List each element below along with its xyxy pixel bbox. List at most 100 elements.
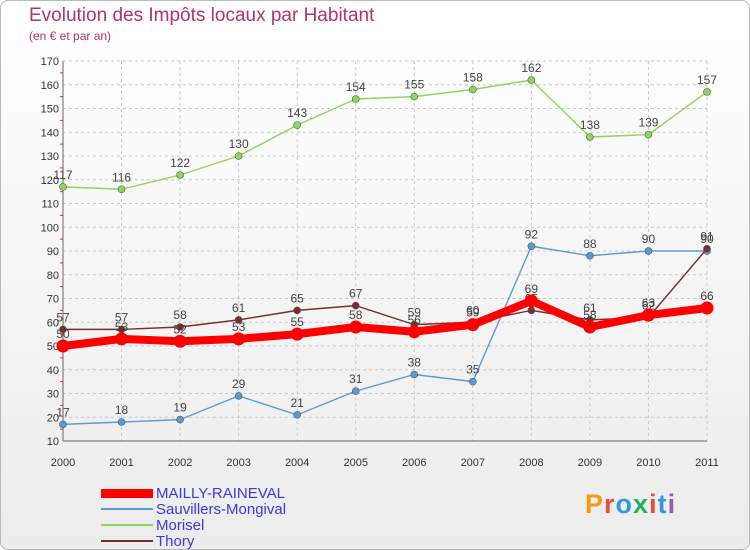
data-point-mailly-raineval [290, 327, 304, 341]
y-tick-label: 30 [47, 389, 59, 401]
data-label-mailly-raineval: 63 [642, 296, 656, 310]
data-label-thory: 65 [291, 291, 305, 305]
data-label-mailly-raineval: 66 [700, 289, 714, 303]
x-tick-label: 2006 [402, 457, 426, 469]
y-tick-label: 70 [47, 294, 59, 306]
data-point-mailly-raineval [56, 339, 70, 353]
logo-letter: o [615, 489, 634, 519]
legend-item-sauvillers-mongival: Sauvillers-Mongival [101, 500, 287, 518]
y-tick-label: 10 [47, 436, 59, 448]
data-label-sauvillers-mongival: 19 [173, 401, 187, 415]
legend-label: Morisel [156, 516, 205, 534]
data-label-mailly-raineval: 69 [525, 282, 539, 296]
logo-letter: r [604, 489, 616, 519]
legend-swatch [101, 540, 153, 542]
data-label-morisel: 138 [580, 118, 600, 132]
legend-swatch [101, 488, 153, 498]
chart-title: Evolution des Impôts locaux par Habitant [29, 5, 375, 26]
chart-legend: MAILLY-RAINEVAL Sauvillers-Mongival Morise… [101, 485, 286, 549]
legend-label: Thory [156, 532, 195, 550]
data-label-thory: 58 [173, 308, 187, 322]
data-label-mailly-raineval: 52 [173, 322, 187, 336]
data-point-sauvillers-mongival [117, 418, 126, 426]
data-label-thory: 61 [583, 301, 597, 315]
data-label-thory: 57 [115, 310, 129, 324]
data-label-mailly-raineval: 53 [232, 320, 246, 334]
data-point-sauvillers-mongival [234, 392, 243, 400]
data-point-morisel [527, 76, 536, 84]
data-point-mailly-raineval [466, 318, 480, 332]
y-tick-label: 60 [47, 317, 59, 329]
logo-letter: i [667, 489, 677, 519]
data-point-mailly-raineval [583, 320, 597, 334]
data-point-sauvillers-mongival [59, 420, 67, 429]
data-label-morisel: 139 [638, 116, 658, 130]
x-tick-label: 2005 [343, 457, 367, 469]
data-label-thory: 59 [408, 306, 422, 320]
data-point-morisel [469, 85, 477, 94]
data-label-morisel: 116 [112, 170, 131, 184]
data-point-mailly-raineval [173, 334, 187, 348]
data-label-mailly-raineval: 58 [583, 308, 597, 322]
data-point-thory [293, 306, 301, 315]
data-point-thory [59, 325, 67, 334]
data-label-sauvillers-mongival: 88 [583, 237, 597, 251]
chart-subtitle: (en € et par an) [29, 29, 112, 43]
data-label-morisel: 155 [404, 78, 424, 92]
y-tick-label: 150 [41, 104, 59, 116]
series-line-mailly-raineval [59, 296, 711, 350]
data-label-morisel: 154 [346, 80, 366, 94]
logo-letter: i [649, 489, 658, 519]
data-label-mailly-raineval: 50 [56, 327, 70, 341]
data-label-mailly-raineval: 59 [466, 306, 480, 320]
data-label-sauvillers-mongival: 17 [56, 405, 70, 419]
x-tick-label: 2011 [695, 457, 719, 469]
series-line-morisel [62, 79, 708, 190]
data-point-sauvillers-mongival [469, 377, 477, 386]
legend-swatch [101, 524, 153, 526]
legend-item-morisel: Morisel [101, 516, 286, 534]
logo-letter: x [633, 489, 650, 519]
data-label-morisel: 122 [170, 156, 190, 170]
data-label-sauvillers-mongival: 90 [700, 232, 714, 246]
legend-label: Sauvillers-Mongival [156, 500, 287, 518]
data-point-sauvillers-mongival [410, 370, 419, 379]
data-point-morisel [703, 88, 711, 96]
data-point-thory [176, 323, 184, 331]
data-point-thory [703, 244, 711, 253]
data-label-thory: 62 [642, 299, 656, 313]
data-point-mailly-raineval [700, 301, 714, 315]
data-label-thory: 67 [349, 287, 363, 301]
data-label-sauvillers-mongival: 18 [115, 403, 129, 417]
data-point-morisel [117, 185, 126, 194]
x-tick-label: 2000 [51, 457, 75, 469]
data-point-morisel [351, 95, 360, 103]
data-label-sauvillers-mongival: 31 [349, 372, 363, 386]
data-label-morisel: 157 [697, 73, 717, 87]
y-tick-label: 100 [41, 222, 59, 234]
data-label-thory: 60 [466, 303, 480, 317]
y-tick-label: 50 [47, 341, 59, 353]
data-label-morisel: 117 [53, 168, 72, 182]
data-label-mailly-raineval: 53 [115, 320, 129, 334]
data-label-morisel: 158 [463, 71, 483, 85]
data-point-morisel [234, 152, 243, 160]
legend-label: MAILLY-RAINEVAL [156, 484, 285, 502]
data-label-morisel: 143 [287, 106, 307, 120]
data-point-mailly-raineval [349, 320, 363, 334]
y-tick-label: 160 [41, 80, 59, 92]
data-point-morisel [176, 171, 184, 179]
series-line-thory [62, 247, 708, 331]
x-tick-label: 2008 [519, 457, 543, 469]
y-tick-label: 90 [47, 246, 59, 258]
data-label-sauvillers-mongival: 21 [291, 396, 305, 410]
y-tick-label: 80 [47, 270, 59, 282]
y-tick-label: 40 [47, 365, 59, 377]
y-tick-label: 120 [41, 175, 59, 187]
data-label-mailly-raineval: 58 [349, 308, 363, 322]
x-tick-label: 2001 [109, 457, 133, 469]
x-tick-label: 2004 [285, 457, 309, 469]
data-point-thory [527, 306, 536, 315]
